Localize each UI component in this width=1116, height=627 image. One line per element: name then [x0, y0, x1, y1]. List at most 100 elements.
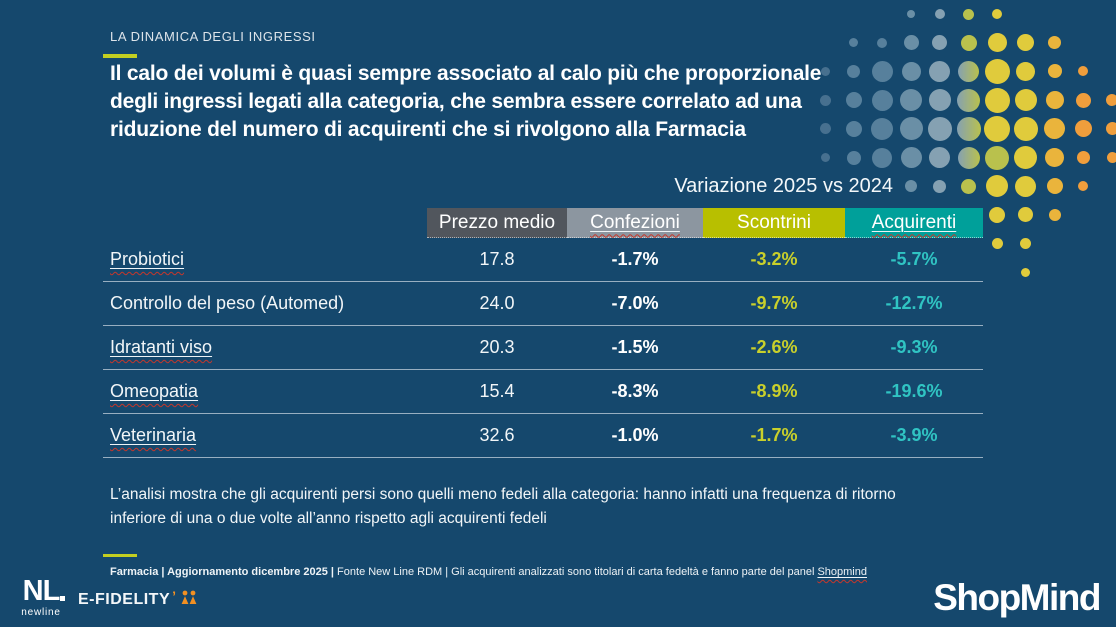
decor-dot — [984, 87, 1010, 113]
decor-dot — [900, 89, 923, 112]
decor-dot — [1045, 91, 1064, 110]
decor-dot — [1016, 61, 1036, 81]
decor-dot — [871, 60, 893, 82]
decor-dot — [1045, 148, 1065, 167]
decor-dot — [903, 35, 919, 51]
decor-dot — [984, 115, 1011, 142]
scontrini-value: -3.2% — [750, 249, 798, 269]
decor-dot — [991, 238, 1003, 250]
decor-dot — [934, 9, 945, 19]
decor-dot — [845, 92, 862, 109]
analysis-line-2: inferiore di una o due volte all’anno ri… — [110, 510, 547, 527]
scontrini-value: -8.9% — [750, 381, 798, 401]
decor-dot — [872, 147, 893, 168]
confezioni-value: -1.7% — [611, 249, 659, 269]
prezzo-medio-value: 15.4 — [479, 381, 515, 401]
decor-dot — [1048, 36, 1062, 50]
decor-dot — [1078, 66, 1089, 77]
table-caption: Variazione 2025 vs 2024 — [674, 175, 893, 197]
column-header-acquirenti: Acquirenti — [845, 208, 983, 238]
decor-dot — [987, 33, 1007, 53]
decor-dot — [1074, 120, 1092, 138]
decor-dot — [1013, 116, 1038, 141]
confezioni-value: -1.5% — [611, 337, 659, 357]
decor-dot — [1105, 122, 1116, 136]
decor-dot — [847, 64, 861, 78]
decor-dot — [1106, 94, 1116, 107]
decor-dot — [1017, 34, 1035, 52]
decor-dot — [1047, 64, 1062, 79]
source-note: Farmacia | Aggiornamento dicembre 2025 |… — [110, 566, 867, 578]
decor-dot — [927, 116, 952, 141]
category-cell: Omeopatia — [110, 381, 199, 401]
decor-dot — [849, 38, 859, 48]
newline-logo-dot — [60, 596, 65, 601]
prezzo-medio-value: 17.8 — [479, 249, 515, 269]
decor-dot — [957, 88, 980, 112]
decor-dot — [929, 60, 951, 82]
decor-dot — [1014, 146, 1038, 169]
decor-dot — [820, 66, 830, 76]
analysis-text: L’analisi mostra che gli acquirenti pers… — [110, 483, 896, 531]
e-fidelity-people-icon — [178, 590, 200, 610]
e-fidelity-apostrophe: ’ — [172, 588, 176, 604]
decor-dot — [871, 117, 894, 140]
confezioni-value: -8.3% — [611, 381, 659, 401]
confezioni-value: -7.0% — [611, 293, 659, 313]
decor-dot — [1014, 89, 1037, 112]
heading-line-3: riduzione del numero di acquirenti che s… — [110, 118, 746, 141]
category-cell: Idratanti viso — [110, 337, 213, 357]
decor-dot — [1075, 92, 1091, 108]
decor-dot — [899, 117, 923, 141]
decor-dot — [963, 8, 974, 20]
prezzo-medio-value: 24.0 — [479, 293, 515, 313]
decor-dot — [820, 153, 830, 162]
decor-dot — [1048, 208, 1061, 221]
table-body: Probiotici 17.8 -1.7% -3.2% -5.7% Controllo d… — [103, 238, 983, 458]
data-table: Prezzo medio Confezioni Scontrini Acquir… — [103, 208, 983, 458]
source-note-regular: Fonte New Line RDM | Gli acquirenti anal… — [334, 566, 818, 578]
decor-dot — [956, 116, 981, 141]
decor-dot — [901, 61, 921, 81]
acquirenti-value: -19.6% — [885, 381, 943, 401]
decor-dot — [1020, 238, 1032, 250]
column-header-scontrini: Scontrini — [703, 208, 845, 238]
e-fidelity-logo: E-FIDELITY ’ — [78, 588, 200, 610]
decor-dot — [933, 179, 947, 193]
decor-dot — [958, 60, 979, 82]
decor-dot — [1018, 207, 1034, 223]
source-note-bold: Farmacia | Aggiornamento dicembre 2025 | — [110, 566, 334, 578]
decor-dot — [929, 147, 951, 168]
decor-dot — [932, 35, 948, 51]
table-header-row: Prezzo medio Confezioni Scontrini Acquir… — [103, 208, 983, 238]
decor-dot — [907, 10, 916, 18]
column-header-confezioni: Confezioni — [567, 208, 703, 238]
prezzo-medio-value: 20.3 — [479, 337, 515, 357]
decor-dot — [845, 120, 862, 137]
decor-dot — [1015, 175, 1037, 197]
slide-heading: Il calo dei volumi è quasi sempre associ… — [110, 60, 821, 144]
table-row: Idratanti viso 20.3 -1.5% -2.6% -9.3% — [103, 326, 983, 370]
decor-dot — [1044, 118, 1066, 140]
category-cell: Veterinaria — [110, 425, 197, 445]
decor-dot — [871, 89, 893, 111]
decor-dot — [957, 146, 980, 169]
table-row: Veterinaria 32.6 -1.0% -1.7% -3.9% — [103, 414, 983, 458]
table-row: Probiotici 17.8 -1.7% -3.2% -5.7% — [103, 238, 983, 282]
decor-dot — [1106, 152, 1116, 163]
analysis-line-1: L’analisi mostra che gli acquirenti pers… — [110, 486, 896, 503]
decor-dot — [986, 175, 1009, 198]
decor-dot — [877, 37, 888, 48]
shopmind-logo: ShopMind — [933, 577, 1101, 618]
newline-logo: NL newline — [18, 577, 65, 618]
scontrini-value: -9.7% — [750, 293, 798, 313]
acquirenti-value: -3.9% — [890, 425, 938, 445]
decor-dot — [846, 150, 861, 165]
decor-dot — [1021, 267, 1031, 277]
decor-dot — [961, 178, 976, 194]
decor-dot — [985, 145, 1010, 170]
decor-dot — [1076, 151, 1090, 164]
decor-dot — [960, 34, 977, 51]
decor-dot — [989, 206, 1006, 223]
